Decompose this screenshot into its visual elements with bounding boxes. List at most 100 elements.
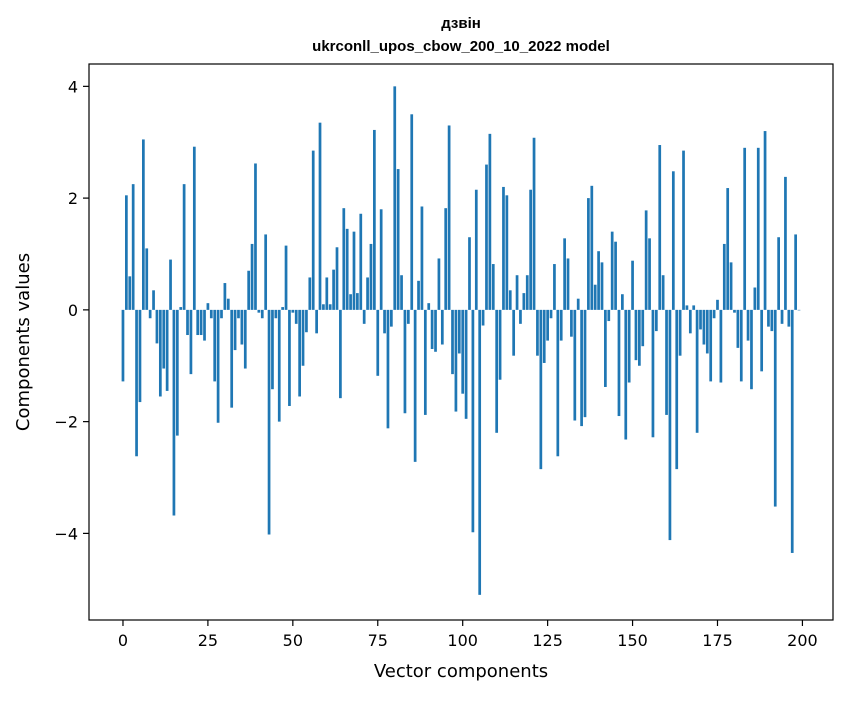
bar-component-77 bbox=[383, 309, 386, 334]
bar-component-169 bbox=[695, 309, 699, 433]
bar-component-130 bbox=[563, 238, 566, 310]
bar-component-51 bbox=[294, 309, 298, 324]
bar-component-47 bbox=[281, 307, 284, 310]
bar-component-197 bbox=[790, 309, 794, 553]
bar-component-100 bbox=[461, 309, 465, 394]
bar-component-32 bbox=[230, 309, 234, 408]
bar-component-111 bbox=[498, 309, 502, 380]
bar-component-104 bbox=[474, 189, 478, 310]
x-tick-label: 175 bbox=[702, 631, 733, 650]
bar-component-161 bbox=[668, 309, 672, 541]
bar-component-26 bbox=[209, 309, 213, 319]
bar-component-8 bbox=[148, 309, 152, 319]
bar-component-68 bbox=[352, 231, 356, 310]
bar-component-31 bbox=[226, 298, 230, 310]
bar-component-43 bbox=[267, 309, 271, 535]
bar-component-98 bbox=[454, 309, 458, 412]
chart-title: дзвін bbox=[441, 15, 481, 32]
bar-component-37 bbox=[247, 270, 251, 310]
bar-component-189 bbox=[763, 131, 767, 310]
bar-component-3 bbox=[131, 184, 135, 310]
bar-component-35 bbox=[240, 309, 244, 345]
bar-component-99 bbox=[457, 309, 461, 354]
bar-component-87 bbox=[417, 280, 420, 310]
bar-component-48 bbox=[284, 245, 288, 310]
bar-component-198 bbox=[794, 234, 797, 310]
bar-component-0 bbox=[121, 309, 125, 382]
y-tick-label: 4 bbox=[68, 77, 78, 96]
bar-component-158 bbox=[658, 145, 662, 310]
bar-component-18 bbox=[182, 184, 186, 310]
y-axis-label: Components values bbox=[13, 253, 34, 431]
bar-component-82 bbox=[400, 275, 403, 310]
bar-component-113 bbox=[505, 195, 509, 310]
bar-component-78 bbox=[386, 309, 390, 429]
bar-component-12 bbox=[162, 309, 166, 369]
bar-component-7 bbox=[145, 248, 149, 310]
bar-component-193 bbox=[777, 237, 780, 310]
bar-component-25 bbox=[206, 303, 210, 310]
bar-component-73 bbox=[369, 243, 373, 310]
plot-frame bbox=[88, 63, 834, 621]
bar-component-167 bbox=[688, 309, 692, 334]
bar-component-6 bbox=[142, 139, 145, 310]
bar-component-59 bbox=[322, 304, 325, 310]
bar-component-126 bbox=[549, 309, 553, 319]
bar-component-64 bbox=[339, 309, 342, 399]
bar-component-139 bbox=[593, 284, 597, 310]
bar-component-137 bbox=[587, 198, 590, 310]
bar-component-50 bbox=[291, 309, 295, 313]
bar-component-147 bbox=[621, 294, 624, 310]
bar-component-56 bbox=[311, 150, 315, 310]
bar-component-164 bbox=[678, 309, 682, 356]
bar-component-57 bbox=[315, 309, 318, 334]
x-tick-label: 25 bbox=[198, 631, 218, 650]
bar-component-60 bbox=[325, 277, 329, 310]
bar-component-118 bbox=[522, 293, 526, 310]
bar-component-119 bbox=[525, 275, 529, 310]
bar-component-116 bbox=[515, 275, 519, 310]
bar-component-46 bbox=[277, 309, 281, 422]
bar-component-27 bbox=[213, 309, 217, 382]
bar-component-14 bbox=[169, 259, 172, 310]
bar-component-136 bbox=[583, 309, 587, 418]
bar-component-132 bbox=[570, 309, 573, 337]
bar-component-182 bbox=[739, 309, 743, 382]
bar-component-141 bbox=[600, 262, 604, 310]
bar-component-133 bbox=[573, 309, 577, 421]
bar-component-81 bbox=[396, 169, 400, 310]
bar-component-19 bbox=[186, 309, 189, 336]
bar-component-1 bbox=[125, 195, 128, 310]
y-tick-label: 2 bbox=[68, 189, 78, 208]
bar-component-58 bbox=[318, 122, 322, 310]
bar-component-151 bbox=[634, 309, 638, 361]
bar-component-44 bbox=[271, 309, 274, 390]
bar-component-67 bbox=[349, 294, 352, 310]
bar-component-105 bbox=[478, 309, 482, 595]
bar-component-173 bbox=[709, 309, 713, 382]
bar-component-185 bbox=[750, 309, 753, 390]
bar-component-96 bbox=[447, 125, 451, 310]
bar-component-178 bbox=[726, 188, 730, 310]
bar-component-9 bbox=[152, 290, 155, 310]
bar-component-5 bbox=[138, 309, 142, 403]
bar-component-142 bbox=[604, 309, 607, 387]
bar-component-29 bbox=[220, 309, 223, 319]
bar-component-131 bbox=[566, 258, 570, 310]
bar-component-16 bbox=[175, 309, 179, 436]
bar-component-15 bbox=[172, 309, 176, 516]
bar-component-143 bbox=[607, 309, 611, 322]
x-tick-label: 0 bbox=[118, 631, 128, 650]
axes-layer: 0 25 50 75 100 125 150 175 200 −4 −2 0 2 4 bbox=[54, 63, 834, 650]
bar-component-174 bbox=[712, 309, 716, 319]
bar-component-170 bbox=[699, 309, 702, 330]
bar-component-10 bbox=[155, 309, 159, 344]
bar-component-148 bbox=[624, 309, 628, 440]
bar-component-187 bbox=[756, 147, 760, 310]
bar-component-190 bbox=[767, 309, 770, 327]
bar-component-90 bbox=[427, 303, 431, 310]
bar-component-138 bbox=[590, 185, 594, 310]
bar-component-62 bbox=[332, 269, 335, 310]
bar-component-23 bbox=[199, 309, 203, 336]
bar-component-152 bbox=[638, 309, 641, 366]
